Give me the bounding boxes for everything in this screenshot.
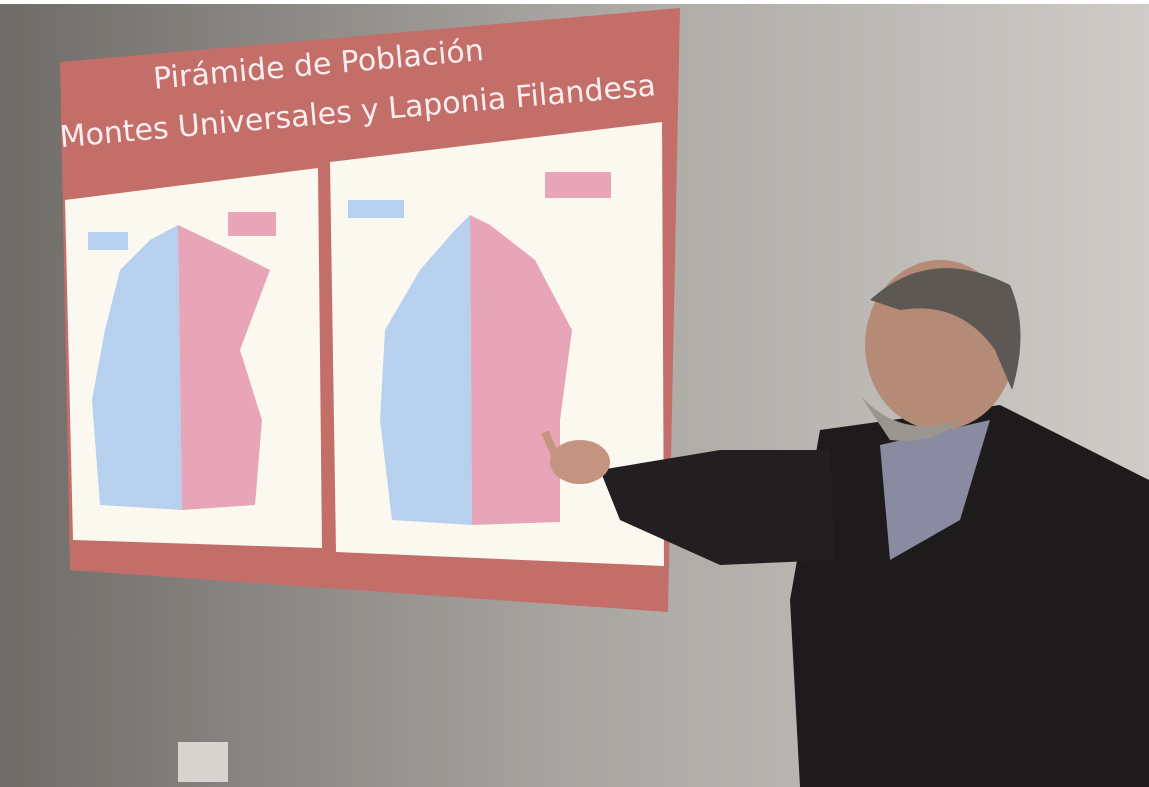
top-border: [0, 0, 1149, 4]
legend-box: [228, 212, 276, 236]
photo: Pirámide de Población Montes Universales…: [0, 0, 1149, 787]
legend-box: [348, 200, 404, 218]
page: Pirámide de Población Montes Universales…: [0, 0, 1149, 787]
wall-outlet: [178, 742, 228, 782]
legend-box: [88, 232, 128, 250]
hand: [550, 440, 610, 484]
legend-box: [545, 172, 611, 198]
